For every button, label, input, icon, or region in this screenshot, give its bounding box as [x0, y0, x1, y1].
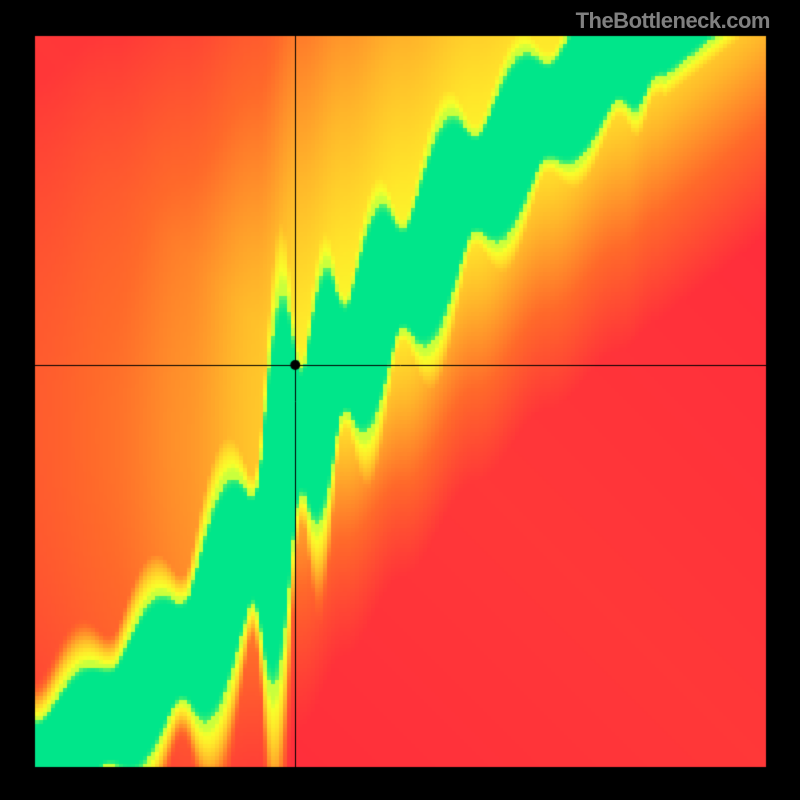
- bottleneck-heatmap: [0, 0, 800, 800]
- chart-container: TheBottleneck.com: [0, 0, 800, 800]
- watermark-text: TheBottleneck.com: [576, 8, 770, 34]
